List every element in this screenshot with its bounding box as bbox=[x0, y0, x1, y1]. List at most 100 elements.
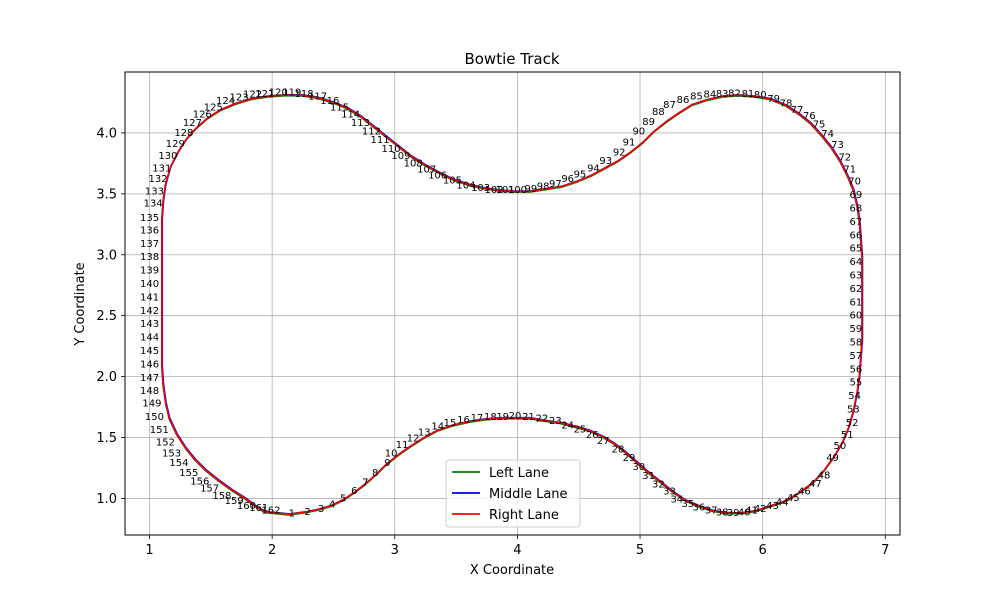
point-label: 139 bbox=[140, 266, 159, 277]
point-label: 100 bbox=[508, 185, 527, 196]
point-label: 11 bbox=[396, 440, 409, 451]
point-label: 131 bbox=[152, 163, 171, 174]
point-label: 47 bbox=[809, 479, 822, 490]
point-label: 87 bbox=[663, 100, 676, 111]
point-label: 84 bbox=[704, 90, 717, 101]
point-label: 7 bbox=[362, 478, 368, 489]
point-label: 32 bbox=[652, 479, 665, 490]
point-label: 113 bbox=[351, 118, 370, 129]
point-label: 77 bbox=[791, 105, 804, 116]
point-label: 19 bbox=[496, 412, 509, 423]
y-axis-label: Y Coordinate bbox=[73, 262, 88, 346]
point-label: 29 bbox=[623, 453, 636, 464]
point-label: 9 bbox=[384, 458, 390, 469]
y-tick-label: 3.0 bbox=[96, 248, 117, 263]
point-label: 35 bbox=[681, 499, 694, 510]
point-label: 79 bbox=[767, 94, 780, 105]
point-label: 64 bbox=[849, 257, 862, 268]
point-label: 116 bbox=[320, 96, 339, 107]
point-label: 140 bbox=[140, 279, 159, 290]
point-label: 156 bbox=[190, 476, 209, 487]
point-label: 56 bbox=[849, 364, 862, 375]
point-label: 8 bbox=[372, 468, 378, 479]
legend-entry: Left Lane bbox=[489, 466, 549, 481]
point-label: 43 bbox=[766, 501, 779, 512]
point-label: 83 bbox=[716, 89, 729, 100]
point-label: 6 bbox=[351, 486, 357, 497]
point-label: 119 bbox=[282, 88, 301, 99]
point-label: 93 bbox=[599, 156, 612, 167]
point-label: 109 bbox=[391, 151, 410, 162]
point-label: 33 bbox=[663, 487, 676, 498]
point-label: 142 bbox=[140, 306, 159, 317]
point-label: 111 bbox=[371, 135, 390, 146]
point-label: 141 bbox=[140, 292, 159, 303]
point-label: 18 bbox=[484, 412, 497, 423]
point-label: 54 bbox=[848, 391, 861, 402]
point-label: 10 bbox=[385, 448, 398, 459]
point-label: 137 bbox=[140, 239, 159, 250]
point-label: 120 bbox=[269, 88, 288, 99]
point-label: 4 bbox=[329, 500, 335, 511]
point-label: 50 bbox=[834, 441, 847, 452]
point-label: 42 bbox=[754, 504, 767, 515]
point-label: 105 bbox=[443, 175, 462, 186]
point-label: 104 bbox=[456, 180, 475, 191]
point-label: 151 bbox=[150, 425, 169, 436]
point-label: 102 bbox=[485, 185, 504, 196]
point-label: 58 bbox=[849, 337, 862, 348]
point-label: 62 bbox=[849, 284, 862, 295]
point-label: 86 bbox=[677, 95, 690, 106]
point-label: 30 bbox=[632, 462, 645, 473]
point-label: 37 bbox=[705, 506, 718, 517]
point-label: 124 bbox=[216, 96, 235, 107]
point-label: 17 bbox=[471, 413, 484, 424]
point-label: 57 bbox=[849, 351, 862, 362]
point-label: 72 bbox=[838, 152, 851, 163]
point-label: 133 bbox=[145, 186, 164, 197]
point-label: 39 bbox=[727, 508, 740, 519]
point-label: 12 bbox=[407, 434, 420, 445]
y-tick-label: 4.0 bbox=[96, 126, 117, 141]
point-label: 5 bbox=[340, 493, 346, 504]
point-label: 49 bbox=[826, 453, 839, 464]
point-label: 92 bbox=[613, 147, 626, 158]
point-label: 81 bbox=[742, 89, 755, 100]
x-tick-label: 2 bbox=[268, 543, 276, 558]
point-label: 108 bbox=[404, 158, 423, 169]
point-label: 61 bbox=[849, 297, 862, 308]
point-label: 157 bbox=[200, 484, 219, 495]
point-label: 22 bbox=[536, 414, 549, 425]
point-label: 135 bbox=[140, 213, 159, 224]
point-label: 138 bbox=[140, 252, 159, 263]
x-tick-label: 4 bbox=[513, 543, 521, 558]
point-label: 110 bbox=[382, 144, 401, 155]
point-label: 101 bbox=[496, 185, 515, 196]
point-label: 150 bbox=[145, 412, 164, 423]
point-label: 147 bbox=[140, 373, 159, 384]
point-label: 129 bbox=[166, 139, 185, 150]
x-axis-label: X Coordinate bbox=[470, 563, 554, 578]
point-label: 134 bbox=[144, 199, 163, 210]
plot-area-frame bbox=[124, 71, 901, 536]
point-label: 148 bbox=[140, 386, 159, 397]
point-label: 75 bbox=[813, 119, 826, 130]
point-label: 149 bbox=[142, 398, 161, 409]
point-label: 106 bbox=[428, 171, 447, 182]
point-label: 94 bbox=[587, 163, 600, 174]
point-label: 117 bbox=[308, 91, 327, 102]
point-label: 152 bbox=[156, 437, 175, 448]
point-label: 91 bbox=[623, 138, 636, 149]
point-label: 123 bbox=[229, 93, 248, 104]
point-label: 114 bbox=[341, 110, 360, 121]
point-label: 145 bbox=[140, 346, 159, 357]
point-label: 112 bbox=[362, 127, 381, 138]
point-label: 103 bbox=[471, 183, 490, 194]
point-label: 98 bbox=[537, 182, 550, 193]
point-label: 136 bbox=[140, 225, 159, 236]
point-label: 122 bbox=[243, 90, 262, 101]
point-label: 25 bbox=[574, 425, 587, 436]
y-tick-label: 1.5 bbox=[96, 431, 117, 446]
point-label: 70 bbox=[848, 177, 861, 188]
